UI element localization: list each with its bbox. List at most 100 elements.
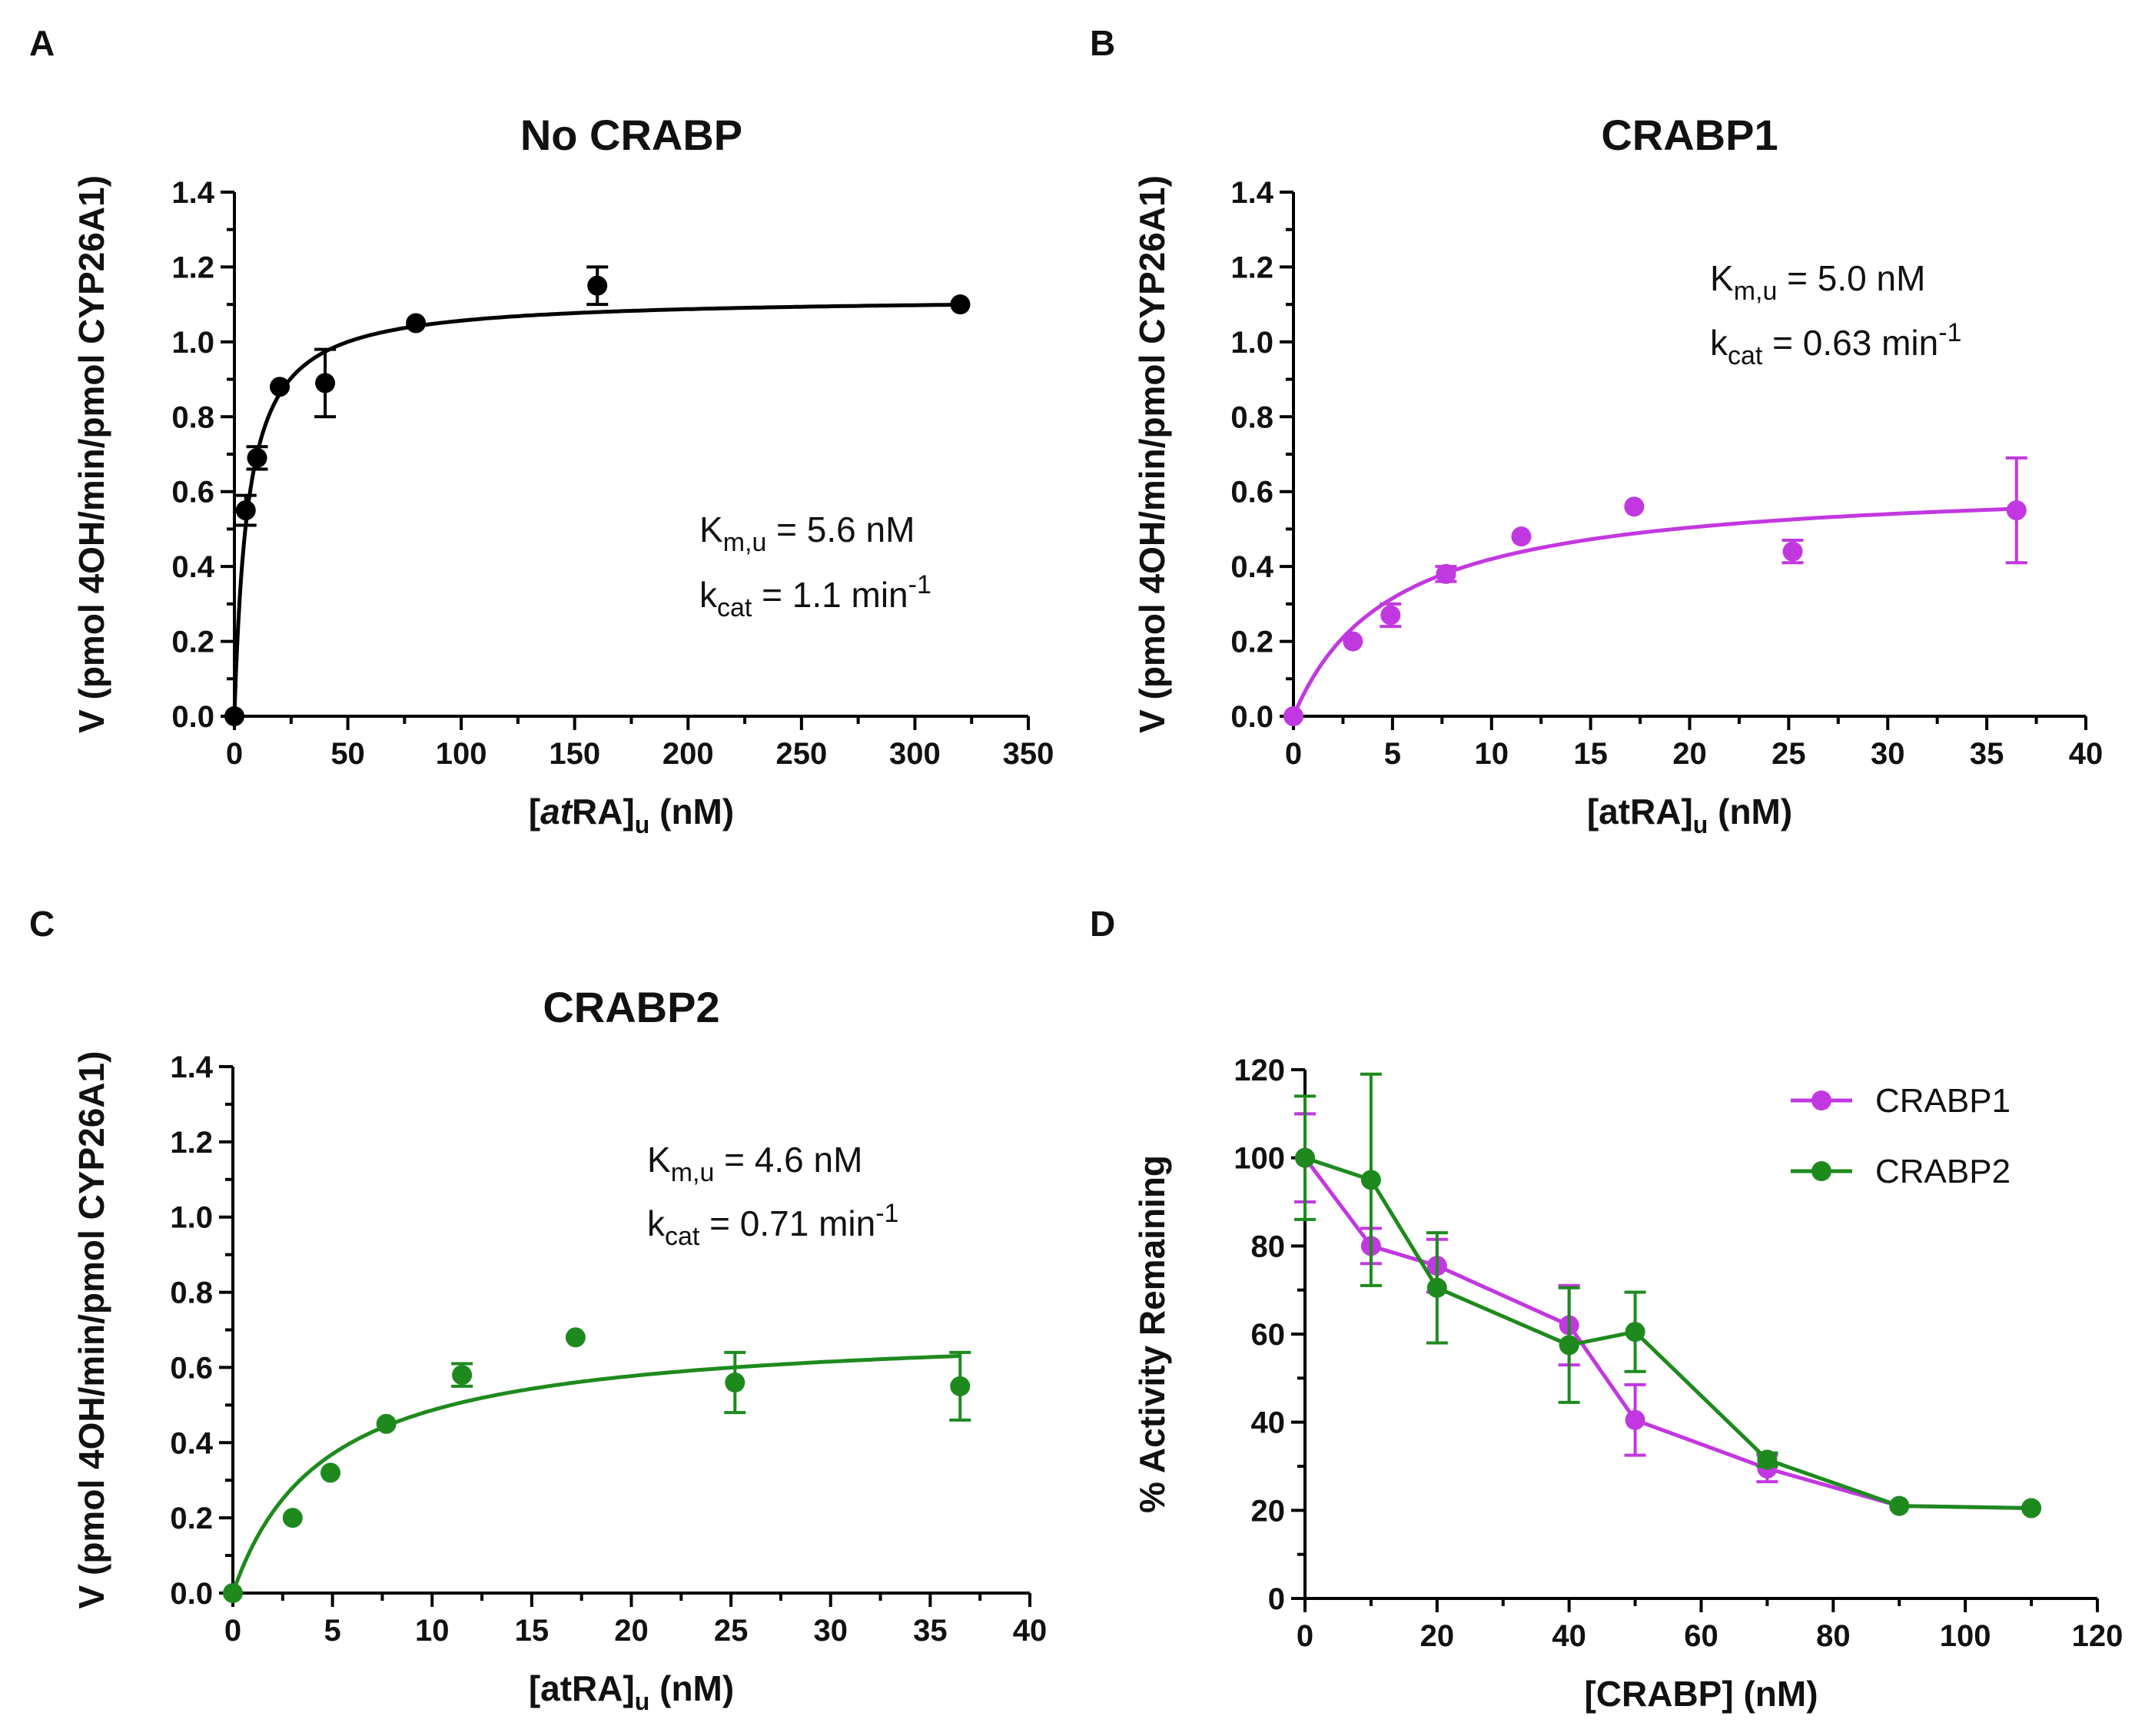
y-axis-label-B: V (pmol 4OH/min/pmol CYP26A1): [1132, 175, 1172, 733]
y-tick-label-D: 40: [1251, 1406, 1286, 1440]
panel-C: C CRABP2 0.0 0.2 0.4 0.6 0.8 1.0 1.2 1.4 0 5 10 15 20 2…: [29, 904, 1047, 1715]
y-tick-label-D: 0: [1268, 1582, 1285, 1616]
x-tick-label-C: 25: [714, 1614, 749, 1648]
fit-curve-C: [231, 1354, 961, 1595]
x-axis-label-A: [atRA]u (nM): [529, 792, 734, 838]
x-axis-label-part: (nM): [1708, 792, 1792, 831]
series-points-CRABP2: [1294, 1072, 2042, 1519]
data-point: [1380, 605, 1401, 626]
y-tick-label-B: 0.2: [1230, 626, 1273, 659]
data-point: [1624, 496, 1645, 517]
panel-label-D: D: [1090, 904, 1115, 944]
data-point: [1436, 563, 1456, 584]
x-axis-label-part: RA]: [572, 792, 635, 831]
kcat-superscript: -1: [908, 570, 931, 599]
chart-title-A: No CRABP: [520, 111, 742, 159]
data-point: [235, 500, 256, 521]
kcat-superscript: -1: [1938, 318, 1961, 347]
data-point: [1295, 1147, 1315, 1168]
legend-label-CRABP1: CRABP1: [1875, 1082, 2011, 1120]
x-axis-label-part: [atRA]: [1587, 792, 1693, 831]
x-axis-label-part: [: [529, 792, 540, 831]
panel-label-C: C: [29, 904, 55, 944]
data-points-A: [224, 265, 971, 726]
y-tick-label-C: 0.8: [170, 1276, 213, 1310]
data-points-B: [1283, 456, 2027, 726]
data-point: [282, 1508, 303, 1529]
x-axis-label-B: [atRA]u (nM): [1587, 792, 1792, 838]
data-point: [2006, 500, 2027, 521]
kcat-value: = 0.71 min: [699, 1203, 875, 1243]
x-tick-label-C: 5: [324, 1614, 341, 1648]
x-tick-label-B: 0: [1285, 737, 1302, 771]
km-subscript: m,u: [671, 1158, 715, 1187]
x-tick-label-D: 20: [1420, 1619, 1455, 1653]
x-tick-label-C: 15: [515, 1614, 550, 1648]
y-tick-label-A: 1.2: [171, 251, 214, 284]
data-point: [2021, 1498, 2042, 1519]
x-axis-label-part: at: [540, 792, 573, 831]
x-tick-label-B: 20: [1672, 737, 1707, 771]
kcat-annotation-A: kcat = 1.1 min-1: [699, 570, 931, 622]
panel-D: D 0 20 40 60 80 100 120 0 20 40 60 80 100 120 % Activit…: [1090, 904, 2123, 1714]
y-tick-label-B: 0.4: [1230, 550, 1273, 584]
x-tick-label-D: 40: [1552, 1619, 1586, 1653]
y-axis-label-A: V (pmol 4OH/min/pmol CYP26A1): [71, 175, 111, 733]
kcat-subscript: cat: [1728, 341, 1763, 370]
legend: CRABP1 CRABP2: [1791, 1082, 2011, 1190]
y-tick-label-A: 0.2: [171, 626, 214, 659]
y-tick-label-A: 1.0: [171, 326, 214, 360]
y-tick-label-D: 20: [1251, 1494, 1286, 1528]
kcat-superscript: -1: [875, 1199, 898, 1228]
x-tick-label-A: 300: [889, 737, 941, 771]
km-subscript: m,u: [723, 528, 767, 557]
data-point: [270, 377, 291, 397]
data-point: [565, 1327, 586, 1348]
data-point: [950, 1376, 971, 1396]
y-tick-label-B: 1.0: [1230, 326, 1273, 360]
y-tick-label-C: 1.0: [170, 1201, 213, 1235]
panel-label-B: B: [1090, 23, 1115, 63]
series-line-CRABP2: [1304, 1156, 2032, 1510]
legend-marker-CRABP2: [1811, 1161, 1831, 1181]
x-tick-label-B: 30: [1871, 737, 1905, 771]
x-tick-label-A: 50: [330, 737, 365, 771]
km-symbol: K: [699, 510, 723, 549]
data-point: [452, 1365, 473, 1386]
x-tick-label-A: 200: [662, 737, 714, 771]
data-point: [1360, 1170, 1381, 1190]
data-point: [406, 313, 427, 334]
km-symbol: K: [1710, 258, 1734, 298]
km-subscript: m,u: [1734, 277, 1778, 306]
km-value: = 4.6 nM: [714, 1140, 862, 1180]
data-point: [1889, 1495, 1910, 1516]
y-tick-label-C: 1.2: [170, 1126, 213, 1160]
panel-A: A No CRABP 0.0 0.2 0.4 0.6 0.8 1.0 1.2 1.4 0 50 100 1…: [29, 23, 1054, 838]
x-tick-label-D: 80: [1816, 1619, 1851, 1653]
data-point: [1782, 541, 1803, 562]
data-point: [320, 1462, 341, 1483]
y-tick-label-D: 80: [1251, 1230, 1286, 1263]
x-axis-label-part: (nM): [649, 792, 734, 831]
kcat-annotation-B: kcat = 0.63 min-1: [1710, 318, 1961, 370]
data-point: [725, 1373, 745, 1392]
chart-title-C: CRABP2: [543, 983, 719, 1031]
y-tick-label-A: 0.0: [171, 700, 214, 734]
x-tick-label-A: 150: [549, 737, 600, 771]
x-tick-label-A: 250: [775, 737, 827, 771]
x-tick-label-C: 35: [913, 1614, 948, 1648]
legend-marker-CRABP1: [1811, 1090, 1831, 1110]
data-point: [1559, 1335, 1579, 1356]
km-annotation-B: Km,u = 5.0 nM: [1710, 258, 1925, 306]
data-point: [315, 373, 336, 393]
x-tick-label-D: 100: [1940, 1619, 1991, 1653]
fit-curve-B: [1291, 506, 2017, 718]
x-tick-label-D: 120: [2072, 1619, 2123, 1653]
y-tick-label-D: 100: [1234, 1142, 1285, 1176]
km-annotation-C: Km,u = 4.6 nM: [647, 1140, 862, 1187]
data-point: [1625, 1409, 1645, 1430]
x-tick-label-A: 0: [226, 737, 243, 771]
kcat-symbol: k: [647, 1203, 666, 1243]
